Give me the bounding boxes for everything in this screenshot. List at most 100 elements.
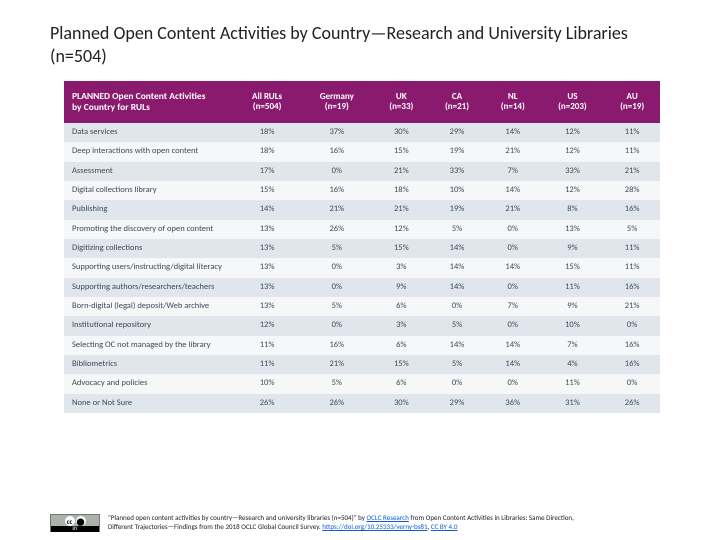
table-row: Supporting authors/researchers/teachers 1…	[64, 278, 660, 297]
table-header-col: All RULs (n=504)	[234, 81, 300, 123]
row-value: 7%	[485, 297, 541, 316]
row-value: 6%	[373, 374, 429, 393]
row-value: 16%	[604, 336, 660, 355]
row-value: 12%	[541, 181, 605, 200]
row-label: Supporting authors/researchers/teachers	[64, 278, 234, 297]
row-value: 10%	[234, 374, 300, 393]
row-value: 13%	[234, 220, 300, 239]
row-value: 16%	[300, 181, 373, 200]
row-value: 29%	[429, 123, 485, 142]
row-value: 0%	[485, 239, 541, 258]
row-value: 10%	[429, 181, 485, 200]
row-value: 7%	[541, 336, 605, 355]
row-value: 31%	[541, 394, 605, 413]
row-value: 15%	[373, 355, 429, 374]
table-row: Deep interactions with open content18%16…	[64, 142, 660, 161]
oclc-research-link[interactable]: OCLC Research	[367, 513, 409, 522]
row-value: 21%	[373, 162, 429, 181]
row-value: 15%	[373, 142, 429, 161]
row-value: 9%	[541, 297, 605, 316]
row-value: 28%	[604, 181, 660, 200]
data-table-container: PLANNED Open Content Activitiesby Countr…	[64, 81, 660, 413]
row-value: 14%	[429, 336, 485, 355]
row-value: 3%	[373, 258, 429, 277]
row-value: 0%	[604, 374, 660, 393]
row-value: 30%	[373, 394, 429, 413]
row-value: 18%	[234, 142, 300, 161]
table-header-col: Germany (n=19)	[300, 81, 373, 123]
row-label: Bibliometrics	[64, 355, 234, 374]
row-value: 18%	[234, 123, 300, 142]
row-value: 21%	[300, 355, 373, 374]
row-value: 11%	[604, 123, 660, 142]
row-value: 0%	[300, 278, 373, 297]
table-row: Institutional repository12%0%3%5%0%10%0%	[64, 316, 660, 335]
row-label: None or Not Sure	[64, 394, 234, 413]
row-value: 14%	[485, 355, 541, 374]
row-value: 19%	[429, 142, 485, 161]
row-value: 12%	[234, 316, 300, 335]
table-header-col: NL (n=14)	[485, 81, 541, 123]
row-value: 11%	[604, 258, 660, 277]
row-label: Data services	[64, 123, 234, 142]
cc-by-badge-icon: cc⬤	[50, 514, 100, 532]
row-value: 11%	[604, 142, 660, 161]
row-value: 9%	[373, 278, 429, 297]
row-value: 0%	[485, 374, 541, 393]
cc-by-link[interactable]: CC BY 4.0	[431, 522, 458, 531]
row-value: 13%	[541, 220, 605, 239]
row-value: 5%	[300, 374, 373, 393]
row-value: 8%	[541, 200, 605, 219]
row-value: 0%	[300, 258, 373, 277]
table-header-col: AU (n=19)	[604, 81, 660, 123]
data-table: PLANNED Open Content Activitiesby Countr…	[64, 81, 660, 413]
row-value: 7%	[485, 162, 541, 181]
row-value: 0%	[429, 297, 485, 316]
row-value: 11%	[541, 278, 605, 297]
row-value: 14%	[429, 278, 485, 297]
row-value: 13%	[234, 297, 300, 316]
row-value: 30%	[373, 123, 429, 142]
row-value: 6%	[373, 297, 429, 316]
row-value: 16%	[300, 142, 373, 161]
row-value: 21%	[604, 162, 660, 181]
row-value: 14%	[485, 181, 541, 200]
row-value: 26%	[234, 394, 300, 413]
row-value: 21%	[485, 142, 541, 161]
row-value: 5%	[429, 355, 485, 374]
table-header-col: CA (n=21)	[429, 81, 485, 123]
row-label: Institutional repository	[64, 316, 234, 335]
row-value: 21%	[604, 297, 660, 316]
row-value: 5%	[429, 220, 485, 239]
row-value: 13%	[234, 258, 300, 277]
table-row: Selecting OC not managed by the library1…	[64, 336, 660, 355]
row-value: 0%	[485, 220, 541, 239]
row-value: 11%	[234, 336, 300, 355]
row-value: 5%	[604, 220, 660, 239]
row-value: 21%	[300, 200, 373, 219]
row-label: Supporting users/instructing/digital lit…	[64, 258, 234, 277]
row-value: 0%	[485, 316, 541, 335]
row-value: 14%	[485, 123, 541, 142]
row-value: 12%	[541, 123, 605, 142]
row-value: 26%	[300, 220, 373, 239]
row-value: 18%	[373, 181, 429, 200]
table-header-col: UK (n=33)	[373, 81, 429, 123]
row-value: 36%	[485, 394, 541, 413]
doi-link[interactable]: https://doi.org/10.25333/verny-bs81	[322, 522, 427, 531]
row-value: 33%	[541, 162, 605, 181]
row-value: 13%	[234, 239, 300, 258]
row-value: 26%	[300, 394, 373, 413]
row-label: Selecting OC not managed by the library	[64, 336, 234, 355]
row-value: 5%	[300, 297, 373, 316]
row-value: 16%	[604, 278, 660, 297]
row-label: Born-digital (legal) deposit/Web archive	[64, 297, 234, 316]
table-row: Supporting users/instructing/digital lit…	[64, 258, 660, 277]
row-value: 12%	[541, 142, 605, 161]
table-row: None or Not Sure26%26%30%29%36%31%26%	[64, 394, 660, 413]
row-value: 4%	[541, 355, 605, 374]
table-row: Born-digital (legal) deposit/Web archive…	[64, 297, 660, 316]
row-value: 6%	[373, 336, 429, 355]
row-value: 0%	[300, 316, 373, 335]
row-label: Deep interactions with open content	[64, 142, 234, 161]
